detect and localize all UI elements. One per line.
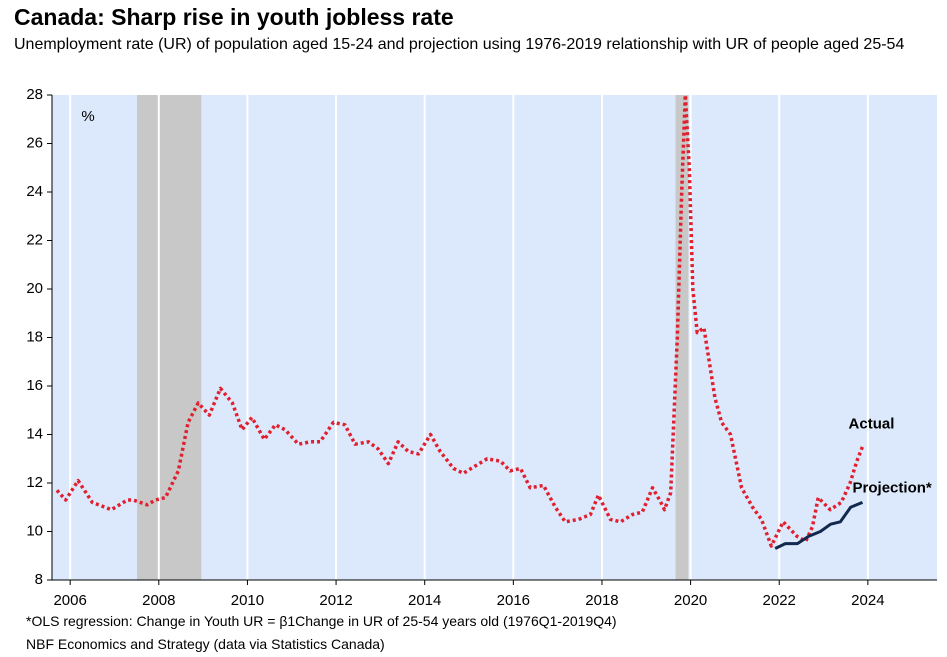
chart-subtitle: Unemployment rate (UR) of population age…	[14, 36, 905, 53]
x-tick-label: 2010	[231, 592, 264, 609]
y-tick-label: 20	[26, 280, 43, 297]
recession-band	[137, 95, 202, 580]
x-tick-label: 2012	[319, 592, 352, 609]
y-tick-label: 28	[26, 86, 43, 103]
y-tick-label: 24	[26, 183, 43, 200]
y-tick-label: 26	[26, 134, 43, 151]
legend-label: Actual	[849, 416, 895, 433]
x-tick-label: 2006	[53, 592, 86, 609]
x-tick-label: 2008	[142, 592, 175, 609]
series-line	[774, 501, 864, 550]
chart-title: Canada: Sharp rise in youth jobless rate	[14, 4, 454, 30]
source: NBF Economics and Strategy (data via Sta…	[26, 636, 385, 652]
footnote: *OLS regression: Change in Youth UR = β1…	[26, 613, 617, 629]
x-tick-label: 2018	[585, 592, 618, 609]
y-unit: %	[81, 108, 94, 125]
x-tick-label: 2020	[674, 592, 707, 609]
legend-label: Projection*	[853, 479, 932, 496]
series-line	[55, 93, 865, 548]
recession-band	[675, 95, 689, 580]
y-tick-label: 16	[26, 377, 43, 394]
y-tick-label: 10	[26, 522, 43, 539]
x-tick-label: 2014	[408, 592, 441, 609]
y-tick-label: 22	[26, 231, 43, 248]
x-tick-label: 2016	[497, 592, 530, 609]
y-tick-label: 14	[26, 425, 43, 442]
x-tick-label: 2022	[763, 592, 796, 609]
y-tick-label: 12	[26, 474, 43, 491]
y-tick-label: 18	[26, 328, 43, 345]
y-tick-label: 8	[35, 571, 43, 588]
x-tick-label: 2024	[851, 592, 884, 609]
